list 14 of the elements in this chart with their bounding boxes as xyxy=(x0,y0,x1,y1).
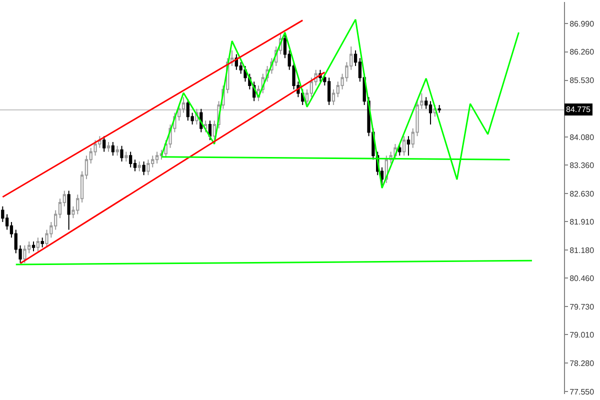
y-tick-label: 81.180 xyxy=(570,246,595,255)
y-tick-label: 86.260 xyxy=(570,48,595,57)
y-tick-label: 78.280 xyxy=(570,358,595,368)
y-tick-label: 79.730 xyxy=(570,302,595,312)
y-tick-label: 80.460 xyxy=(570,274,595,283)
y-tick-label: 85.530 xyxy=(570,76,595,86)
y-tick-label: 84.080 xyxy=(570,132,595,142)
y-tick-label: 77.550 xyxy=(570,387,595,396)
y-tick-label: 86.990 xyxy=(570,19,595,28)
y-tick-label: 81.910 xyxy=(570,217,595,226)
y-tick-label: 82.630 xyxy=(570,189,595,198)
ref-line-label: 84.775 xyxy=(566,105,592,114)
y-tick-label: 79.010 xyxy=(570,330,595,340)
y-tick-label: 83.360 xyxy=(570,160,595,170)
